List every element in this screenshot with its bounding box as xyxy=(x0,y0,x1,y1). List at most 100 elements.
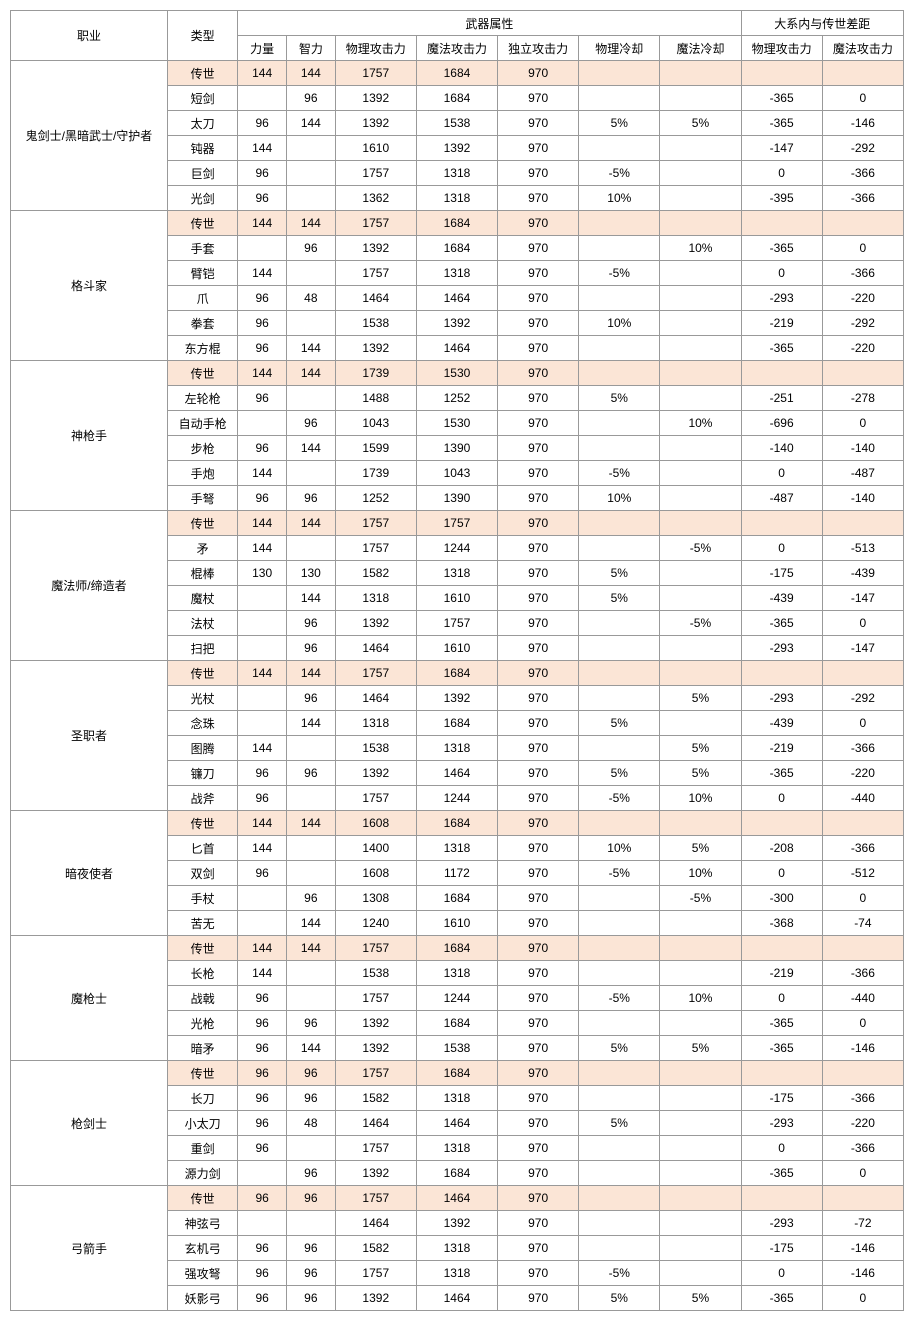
cell-str xyxy=(238,86,287,111)
cell-int: 96 xyxy=(286,236,335,261)
cell-iatk: 970 xyxy=(498,886,579,911)
cell-int: 144 xyxy=(286,436,335,461)
cell-str: 96 xyxy=(238,386,287,411)
cell-mcd xyxy=(660,661,741,686)
cell-matk: 1318 xyxy=(416,1136,497,1161)
cell-str xyxy=(238,1161,287,1186)
header-gap: 大系内与传世差距 xyxy=(741,11,903,36)
cell-type: 传世 xyxy=(167,511,237,536)
cell-gap-matk: -146 xyxy=(822,111,903,136)
cell-gap-patk xyxy=(741,61,822,86)
cell-mcd: 5% xyxy=(660,736,741,761)
cell-int xyxy=(286,1136,335,1161)
cell-gap-patk: 0 xyxy=(741,786,822,811)
cell-type: 长刀 xyxy=(167,1086,237,1111)
cell-gap-matk: -220 xyxy=(822,286,903,311)
cell-gap-matk: 0 xyxy=(822,611,903,636)
cell-str xyxy=(238,886,287,911)
cell-str: 96 xyxy=(238,986,287,1011)
cell-mcd xyxy=(660,1011,741,1036)
cell-mcd xyxy=(660,636,741,661)
cell-gap-matk: -292 xyxy=(822,311,903,336)
cell-pcd xyxy=(579,1136,660,1161)
cell-type: 拳套 xyxy=(167,311,237,336)
cell-str: 96 xyxy=(238,336,287,361)
cell-str: 144 xyxy=(238,61,287,86)
cell-int: 130 xyxy=(286,561,335,586)
cell-profession: 魔枪士 xyxy=(11,936,168,1061)
cell-iatk: 970 xyxy=(498,336,579,361)
cell-type: 妖影弓 xyxy=(167,1286,237,1311)
cell-iatk: 970 xyxy=(498,1011,579,1036)
header-patk: 物理攻击力 xyxy=(335,36,416,61)
cell-gap-patk: -175 xyxy=(741,1236,822,1261)
cell-iatk: 970 xyxy=(498,286,579,311)
header-iatk: 独立攻击力 xyxy=(498,36,579,61)
cell-iatk: 970 xyxy=(498,836,579,861)
cell-profession: 神枪手 xyxy=(11,361,168,511)
cell-gap-matk: 0 xyxy=(822,411,903,436)
cell-int xyxy=(286,786,335,811)
cell-iatk: 970 xyxy=(498,786,579,811)
cell-profession: 魔法师/缔造者 xyxy=(11,511,168,661)
cell-mcd: 5% xyxy=(660,1286,741,1311)
cell-mcd xyxy=(660,186,741,211)
cell-iatk: 970 xyxy=(498,1036,579,1061)
cell-mcd xyxy=(660,711,741,736)
cell-gap-matk: -366 xyxy=(822,1086,903,1111)
cell-str: 96 xyxy=(238,1236,287,1261)
cell-gap-patk: -219 xyxy=(741,961,822,986)
cell-str: 96 xyxy=(238,786,287,811)
cell-gap-matk: -366 xyxy=(822,736,903,761)
cell-int xyxy=(286,161,335,186)
cell-gap-patk: 0 xyxy=(741,861,822,886)
cell-matk: 1464 xyxy=(416,1286,497,1311)
cell-matk: 1530 xyxy=(416,361,497,386)
cell-patk: 1318 xyxy=(335,711,416,736)
cell-matk: 1318 xyxy=(416,961,497,986)
cell-pcd xyxy=(579,1061,660,1086)
table-row: 魔法师/缔造者传世14414417571757970 xyxy=(11,511,904,536)
cell-gap-patk: -219 xyxy=(741,311,822,336)
cell-profession: 弓箭手 xyxy=(11,1186,168,1311)
cell-pcd xyxy=(579,211,660,236)
cell-gap-patk: -365 xyxy=(741,611,822,636)
cell-mcd xyxy=(660,1186,741,1211)
cell-mcd xyxy=(660,161,741,186)
cell-int: 144 xyxy=(286,711,335,736)
cell-gap-patk xyxy=(741,1186,822,1211)
cell-mcd xyxy=(660,336,741,361)
cell-gap-patk: -365 xyxy=(741,761,822,786)
cell-gap-patk: -368 xyxy=(741,911,822,936)
cell-type: 手杖 xyxy=(167,886,237,911)
cell-matk: 1684 xyxy=(416,1061,497,1086)
cell-int xyxy=(286,311,335,336)
cell-gap-patk: -365 xyxy=(741,111,822,136)
cell-iatk: 970 xyxy=(498,811,579,836)
cell-iatk: 970 xyxy=(498,636,579,661)
cell-gap-patk: -140 xyxy=(741,436,822,461)
cell-int: 144 xyxy=(286,336,335,361)
cell-str: 144 xyxy=(238,811,287,836)
cell-iatk: 970 xyxy=(498,1211,579,1236)
cell-str xyxy=(238,711,287,736)
cell-gap-patk: -365 xyxy=(741,1036,822,1061)
cell-iatk: 970 xyxy=(498,211,579,236)
cell-patk: 1739 xyxy=(335,461,416,486)
cell-int xyxy=(286,736,335,761)
cell-type: 短剑 xyxy=(167,86,237,111)
cell-matk: 1464 xyxy=(416,336,497,361)
cell-pcd: -5% xyxy=(579,261,660,286)
cell-patk: 1488 xyxy=(335,386,416,411)
cell-int: 48 xyxy=(286,1111,335,1136)
cell-type: 匕首 xyxy=(167,836,237,861)
cell-iatk: 970 xyxy=(498,86,579,111)
cell-str: 144 xyxy=(238,836,287,861)
cell-mcd xyxy=(660,1161,741,1186)
cell-mcd: -5% xyxy=(660,536,741,561)
cell-matk: 1684 xyxy=(416,86,497,111)
cell-matk: 1390 xyxy=(416,486,497,511)
cell-int: 144 xyxy=(286,111,335,136)
cell-mcd xyxy=(660,586,741,611)
header-str: 力量 xyxy=(238,36,287,61)
